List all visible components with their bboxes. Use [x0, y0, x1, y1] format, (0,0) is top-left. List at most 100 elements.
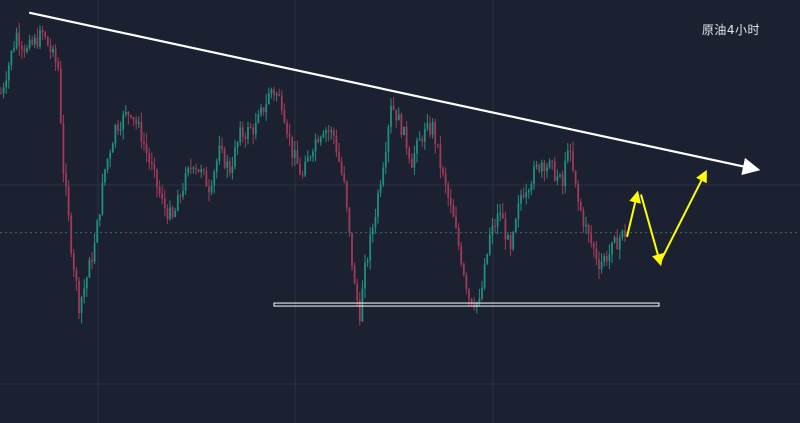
candle	[616, 228, 619, 250]
candle	[455, 206, 457, 229]
candle-body	[20, 45, 23, 49]
candle	[587, 223, 590, 243]
candle-body	[280, 95, 283, 110]
candle	[470, 298, 473, 306]
candle-body	[252, 127, 255, 135]
candle	[416, 137, 418, 163]
candle-body	[377, 193, 379, 218]
projection-leg-down	[640, 194, 664, 267]
candle	[228, 157, 231, 177]
candle-body	[496, 213, 499, 227]
candle	[52, 45, 54, 57]
candle-body	[117, 124, 119, 131]
candle	[145, 133, 148, 163]
candle	[148, 147, 151, 170]
candle-body	[18, 32, 21, 46]
candle-body	[605, 255, 608, 262]
candle-body	[41, 30, 44, 33]
candle	[449, 188, 452, 214]
candle-body	[205, 170, 208, 187]
candle-body	[348, 207, 351, 233]
candle-body	[226, 161, 229, 168]
candle-body	[478, 298, 481, 303]
candle	[96, 218, 99, 244]
candle	[179, 193, 182, 204]
candle	[249, 122, 252, 129]
candle	[124, 105, 127, 118]
candle	[527, 188, 530, 199]
candle	[421, 135, 424, 147]
candle-body	[267, 93, 270, 105]
candle-body	[62, 122, 65, 174]
candle-body	[608, 254, 611, 262]
candle	[369, 226, 372, 270]
candle-body	[345, 181, 348, 208]
candle-body	[455, 216, 457, 228]
candle-body	[530, 184, 533, 191]
candle	[156, 168, 158, 198]
candle	[327, 125, 330, 142]
candle-body	[491, 225, 494, 235]
candle-body	[260, 107, 262, 115]
candle-body	[408, 148, 411, 159]
candle	[564, 152, 567, 194]
candle-body	[161, 193, 164, 199]
candle-body	[611, 242, 613, 255]
candle-body	[429, 123, 431, 135]
candle	[46, 35, 49, 47]
candle-body	[317, 139, 320, 143]
candle	[540, 159, 543, 178]
candle-body	[28, 39, 31, 48]
candle	[59, 60, 62, 125]
candle	[439, 135, 442, 179]
candle-body	[182, 190, 184, 197]
candles	[0, 22, 626, 326]
candle	[36, 27, 39, 50]
candle-body	[314, 139, 317, 152]
candle-body	[179, 195, 182, 197]
annotations	[0, 11, 800, 307]
candle-body	[332, 130, 335, 136]
candle	[265, 93, 268, 121]
candle-body	[319, 137, 322, 143]
candle-body	[624, 230, 626, 237]
candle-body	[104, 169, 106, 183]
candle	[374, 208, 377, 234]
candle-body	[603, 255, 606, 262]
candle	[236, 140, 239, 155]
candle-body	[124, 111, 127, 115]
candle	[335, 129, 338, 157]
candle-body	[390, 105, 392, 127]
candle	[533, 160, 535, 190]
candle-body	[397, 114, 400, 121]
candle-body	[449, 197, 452, 206]
chart-title: 原油4小时	[701, 23, 760, 37]
candle	[5, 71, 8, 94]
candle	[512, 230, 515, 252]
candle	[70, 212, 73, 258]
candle	[473, 297, 476, 311]
candle	[111, 141, 114, 153]
candle-body	[296, 150, 299, 164]
candle-body	[452, 205, 455, 217]
candle-body	[306, 157, 309, 162]
candle-body	[598, 259, 600, 270]
candle-body	[166, 208, 169, 220]
candle-body	[590, 233, 593, 244]
candle	[78, 277, 80, 320]
candle-body	[582, 210, 585, 227]
candle-body	[197, 169, 200, 173]
candle	[195, 163, 197, 175]
candle	[322, 129, 325, 139]
candle-body	[23, 48, 26, 52]
candle	[590, 225, 593, 248]
candle-body	[577, 183, 580, 202]
candle	[23, 44, 26, 58]
candle-body	[392, 105, 395, 110]
candle	[109, 149, 112, 168]
candle	[257, 109, 260, 124]
candle-body	[312, 151, 314, 157]
candle-body	[299, 163, 301, 175]
candle-body	[210, 185, 213, 193]
